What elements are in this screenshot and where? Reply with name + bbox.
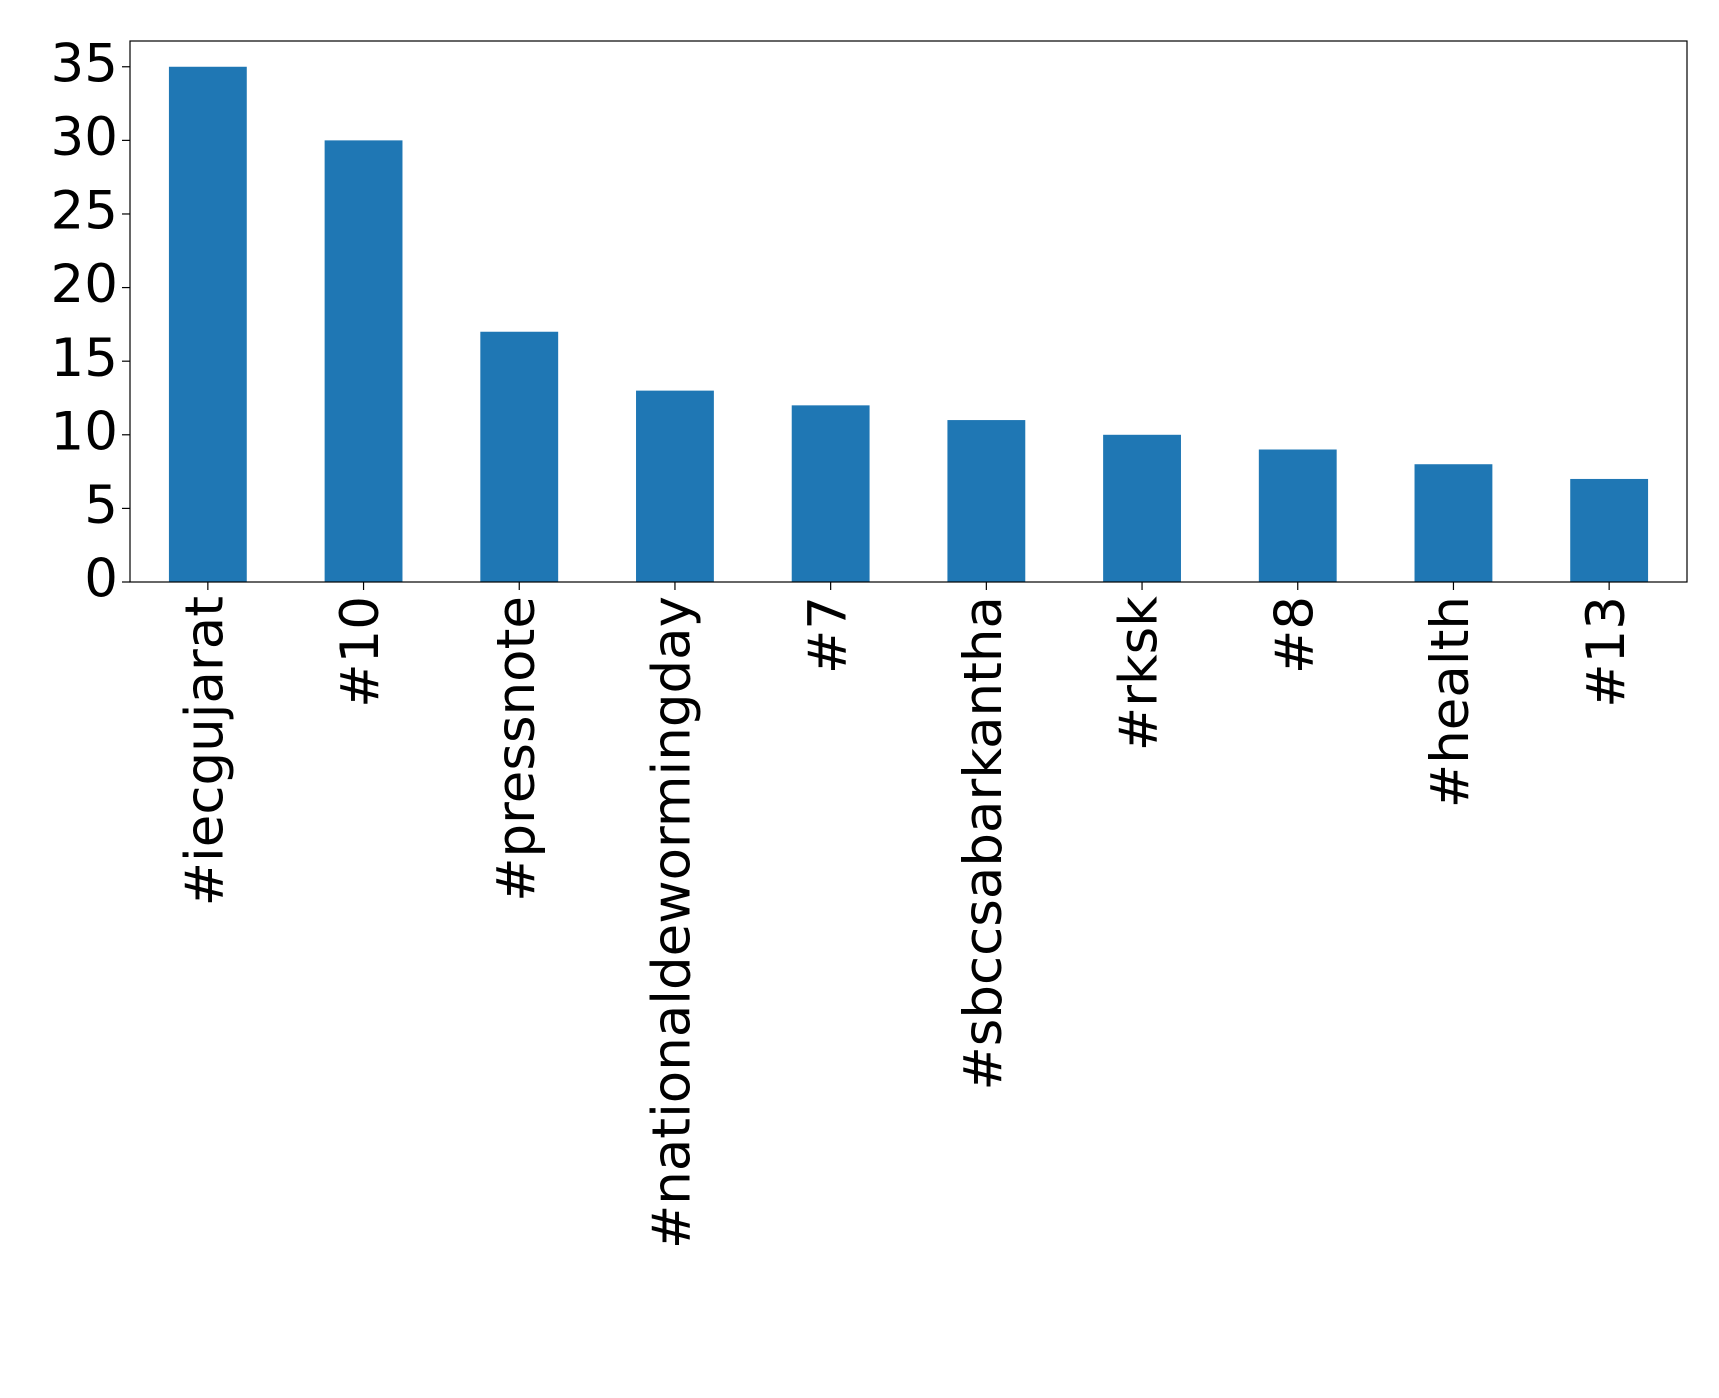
x-tick-label: #8 [1264,596,1325,674]
bar [1414,464,1493,582]
y-tick-label: 0 [84,549,118,610]
y-tick-label: 5 [84,475,118,536]
bar [791,405,870,582]
bar [636,390,714,582]
y-tick-label: 15 [51,328,118,389]
x-tick-label: #pressnote [486,596,547,902]
bar [324,140,403,582]
bar [168,66,247,582]
x-tick-label: #7 [797,596,858,674]
y-tick-label: 35 [51,33,118,94]
y-tick-label: 20 [51,254,118,315]
x-tick-label: #13 [1576,596,1637,708]
bar [1570,478,1649,582]
x-tick-label: #health [1420,596,1481,808]
y-tick-label: 10 [51,401,118,462]
bar [947,420,1026,582]
bar [480,331,559,582]
y-tick-label: 25 [51,181,118,242]
plot-frame [129,40,1688,583]
x-tick-label: #nationaldewormingday [642,596,703,1249]
x-tick-label: #sbccsabarkantha [953,596,1014,1091]
x-tick-label: #rksk [1109,596,1170,752]
bar [1103,434,1181,582]
y-tick-label: 30 [51,107,118,168]
x-tick-label: #iecgujarat [174,596,235,906]
bar [1258,449,1337,582]
x-tick-label: #10 [330,596,391,708]
